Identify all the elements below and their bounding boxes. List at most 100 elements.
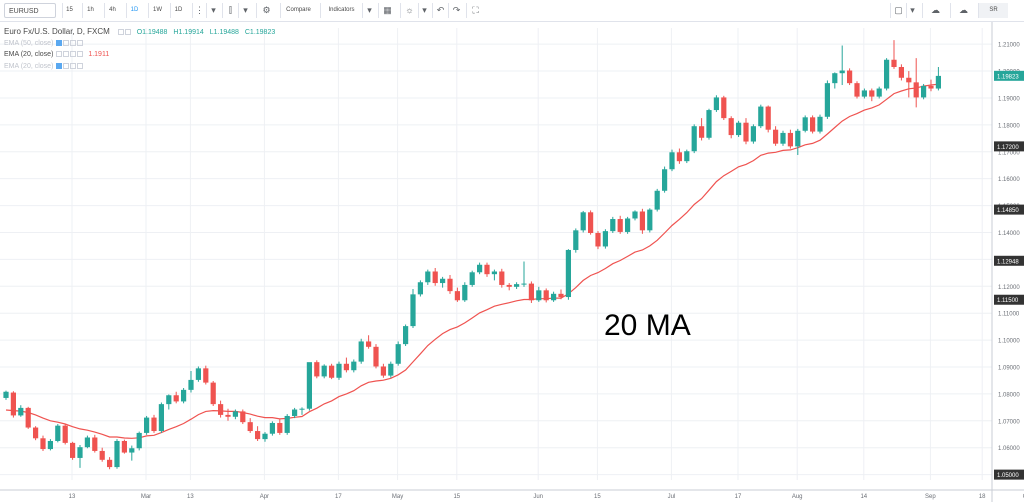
candle-body (558, 293, 564, 298)
candle-body (284, 415, 290, 433)
price-chart[interactable]: 1.210001.200001.190001.180001.170001.160… (0, 22, 1024, 502)
candle-body (602, 231, 608, 247)
candle-body (107, 459, 113, 468)
snapshot-button[interactable]: SR (978, 3, 1008, 18)
more-icon[interactable] (77, 63, 84, 70)
more-intervals-icon[interactable]: ⋮ (192, 3, 206, 18)
interval-1d-button[interactable]: 1D (126, 3, 142, 18)
price-tick-label: 1.19000 (998, 96, 1020, 102)
settings-gear-icon[interactable]: ⚙ (256, 3, 276, 18)
settings-icon[interactable] (63, 63, 70, 70)
cloud-upload-icon[interactable]: ☁ (950, 3, 976, 18)
close-icon[interactable] (124, 29, 131, 36)
candle-body (33, 427, 39, 439)
candle-body (55, 425, 61, 441)
chevron-down-icon[interactable]: ▾ (362, 3, 376, 18)
candle-body (47, 440, 53, 450)
eye-icon[interactable] (56, 40, 63, 47)
candle-body (736, 122, 742, 136)
legend-ema-20-row: EMA (20, close) 1.1911 (4, 51, 109, 58)
eye-icon[interactable] (56, 63, 63, 70)
price-marker-label: 1.17200 (997, 145, 1019, 151)
candle-body (262, 433, 268, 440)
interval-1w-button[interactable]: 1W (148, 3, 166, 18)
price-marker-box (994, 469, 1024, 480)
interval-1d-alt-button[interactable]: 1D (170, 3, 186, 18)
delete-icon[interactable] (70, 40, 77, 47)
candle-body (595, 233, 601, 247)
candle-body (669, 152, 675, 170)
interval-4h-button[interactable]: 4h (104, 3, 120, 18)
price-marker-label: 1.19823 (997, 74, 1019, 80)
legend-title: Euro Fx/U.S. Dollar, D, FXCM (4, 27, 110, 36)
candle-body (654, 190, 660, 210)
chevron-down-icon[interactable]: ▾ (206, 3, 220, 18)
chevron-down-icon[interactable]: ▾ (238, 3, 252, 18)
compare-button[interactable]: Compare (280, 3, 316, 18)
price-marker-box (994, 255, 1024, 266)
candle-body (166, 395, 172, 405)
candle-body (499, 271, 505, 285)
layout-icon[interactable]: ▢ (890, 3, 906, 18)
delete-icon[interactable] (70, 51, 77, 58)
candle-body (773, 129, 779, 144)
candle-body (321, 365, 327, 377)
settings-icon[interactable] (63, 40, 70, 47)
candle-body (343, 363, 349, 371)
candle-body (454, 291, 460, 301)
candle-body (491, 271, 497, 275)
delete-icon[interactable] (70, 63, 77, 70)
candle-body (750, 126, 756, 142)
price-tick-label: 1.18000 (998, 123, 1020, 129)
visibility-toggle-icon[interactable] (117, 29, 124, 36)
candle-body (573, 230, 579, 250)
more-icon[interactable] (77, 40, 84, 47)
candle-body (232, 411, 238, 417)
candle-body (114, 440, 120, 468)
candle-body (528, 283, 534, 301)
candle-body (780, 132, 786, 144)
redo-icon[interactable]: ↷ (448, 3, 464, 18)
interval-1h-button[interactable]: 1h (82, 3, 98, 18)
candle-body (18, 407, 24, 416)
price-tick-label: 1.17000 (998, 150, 1020, 156)
legend-ema-50-label: EMA (50, close) (4, 40, 54, 47)
candle-body (77, 447, 83, 458)
chevron-down-icon[interactable]: ▾ (418, 3, 430, 18)
time-tick-label: 13 (69, 494, 76, 500)
undo-icon[interactable]: ↶ (432, 3, 448, 18)
alert-bulb-icon[interactable]: ☼ (400, 3, 418, 18)
candle-body (802, 117, 808, 131)
time-tick-label: 18 (979, 494, 986, 500)
candle-body (906, 77, 912, 83)
settings-icon[interactable] (63, 51, 70, 58)
eye-icon[interactable] (56, 51, 63, 58)
candle-body (218, 404, 224, 415)
candle-body (151, 417, 157, 432)
candle-body (617, 219, 623, 232)
candle-body (898, 67, 904, 78)
chevron-down-icon[interactable]: ▾ (906, 3, 918, 18)
price-marker-box (994, 294, 1024, 305)
symbol-search-input[interactable]: EURUSD (4, 3, 56, 18)
more-icon[interactable] (77, 51, 84, 58)
interval-15-button[interactable]: 15 (62, 3, 76, 18)
candle-body (765, 106, 771, 130)
candle-body (462, 284, 468, 301)
candle-body (314, 362, 320, 377)
candle-body (588, 212, 594, 234)
candle-body (662, 169, 668, 191)
legend-ema-20-hidden-label: EMA (20, close) (4, 63, 54, 70)
candle-body (225, 414, 231, 417)
fullscreen-icon[interactable]: ⛶ (466, 3, 484, 18)
price-tick-label: 1.11000 (998, 312, 1020, 318)
candle-style-icon[interactable]: ⫿ (222, 3, 238, 18)
candle-body (129, 448, 135, 453)
cloud-save-icon[interactable]: ☁ (922, 3, 948, 18)
price-marker-label: 1.12948 (997, 259, 1019, 265)
candle-body (299, 408, 305, 410)
candle-body (521, 283, 527, 285)
candle-body (440, 278, 446, 284)
templates-icon[interactable]: ▦ (378, 3, 396, 18)
indicators-button[interactable]: Indicators (320, 3, 362, 18)
